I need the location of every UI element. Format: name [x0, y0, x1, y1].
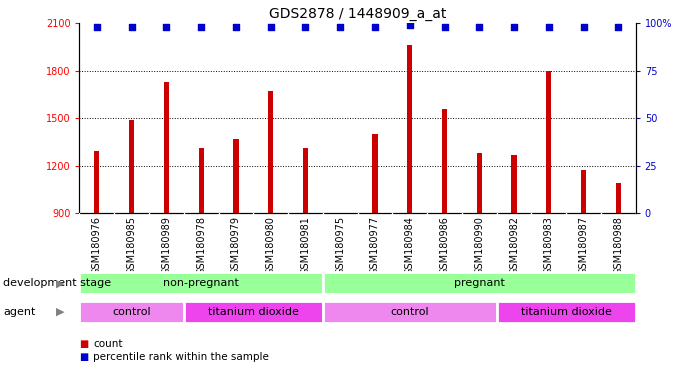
Point [265, 24, 276, 30]
Point [509, 24, 520, 30]
Text: count: count [93, 339, 123, 349]
Bar [198, 148, 204, 213]
Bar [407, 45, 413, 213]
Point [439, 24, 450, 30]
Text: GSM180984: GSM180984 [405, 216, 415, 275]
Text: ▶: ▶ [56, 278, 64, 288]
Text: GSM180985: GSM180985 [126, 216, 137, 275]
Text: GSM180988: GSM180988 [614, 216, 623, 275]
Text: GSM180977: GSM180977 [370, 216, 380, 275]
Text: titanium dioxide: titanium dioxide [521, 307, 612, 317]
Bar [581, 170, 586, 213]
Point [404, 22, 415, 28]
Text: ▶: ▶ [56, 307, 64, 317]
Text: GSM180989: GSM180989 [162, 216, 171, 275]
Text: ■: ■ [79, 339, 88, 349]
Point [126, 24, 137, 30]
Text: GSM180975: GSM180975 [335, 216, 346, 275]
Text: agent: agent [3, 307, 36, 317]
Bar [94, 151, 100, 213]
Point [578, 24, 589, 30]
Text: GSM180987: GSM180987 [578, 216, 589, 275]
Text: ■: ■ [79, 352, 88, 362]
Bar [323, 272, 636, 295]
Bar [511, 154, 517, 213]
Text: GSM180983: GSM180983 [544, 216, 553, 275]
Text: GSM180976: GSM180976 [92, 216, 102, 275]
Bar [338, 213, 343, 218]
Bar [477, 153, 482, 213]
Bar [268, 91, 273, 213]
Bar [546, 71, 551, 213]
Text: non-pregnant: non-pregnant [163, 278, 239, 288]
Point [300, 24, 311, 30]
Text: GSM180986: GSM180986 [439, 216, 450, 275]
Point [161, 24, 172, 30]
Text: titanium dioxide: titanium dioxide [208, 307, 299, 317]
Bar [79, 272, 323, 295]
Bar [79, 301, 184, 323]
Text: GSM180981: GSM180981 [301, 216, 310, 275]
Point [91, 24, 102, 30]
Point [230, 24, 241, 30]
Text: GSM180980: GSM180980 [265, 216, 276, 275]
Bar [164, 82, 169, 213]
Point [543, 24, 554, 30]
Point [474, 24, 485, 30]
Bar [442, 109, 447, 213]
Bar [497, 301, 636, 323]
Text: GSM180990: GSM180990 [474, 216, 484, 275]
Text: pregnant: pregnant [454, 278, 504, 288]
Text: GSM180978: GSM180978 [196, 216, 206, 275]
Text: GSM180982: GSM180982 [509, 216, 519, 275]
Text: percentile rank within the sample: percentile rank within the sample [93, 352, 269, 362]
Title: GDS2878 / 1448909_a_at: GDS2878 / 1448909_a_at [269, 7, 446, 21]
Text: control: control [113, 307, 151, 317]
Point [613, 24, 624, 30]
Text: GSM180979: GSM180979 [231, 216, 241, 275]
Bar [323, 301, 497, 323]
Bar [129, 120, 134, 213]
Bar [303, 148, 308, 213]
Text: development stage: development stage [3, 278, 111, 288]
Bar [372, 134, 377, 213]
Point [334, 24, 346, 30]
Bar [234, 139, 238, 213]
Point [196, 24, 207, 30]
Point [370, 24, 381, 30]
Bar [616, 183, 621, 213]
Text: control: control [390, 307, 429, 317]
Bar [184, 301, 323, 323]
